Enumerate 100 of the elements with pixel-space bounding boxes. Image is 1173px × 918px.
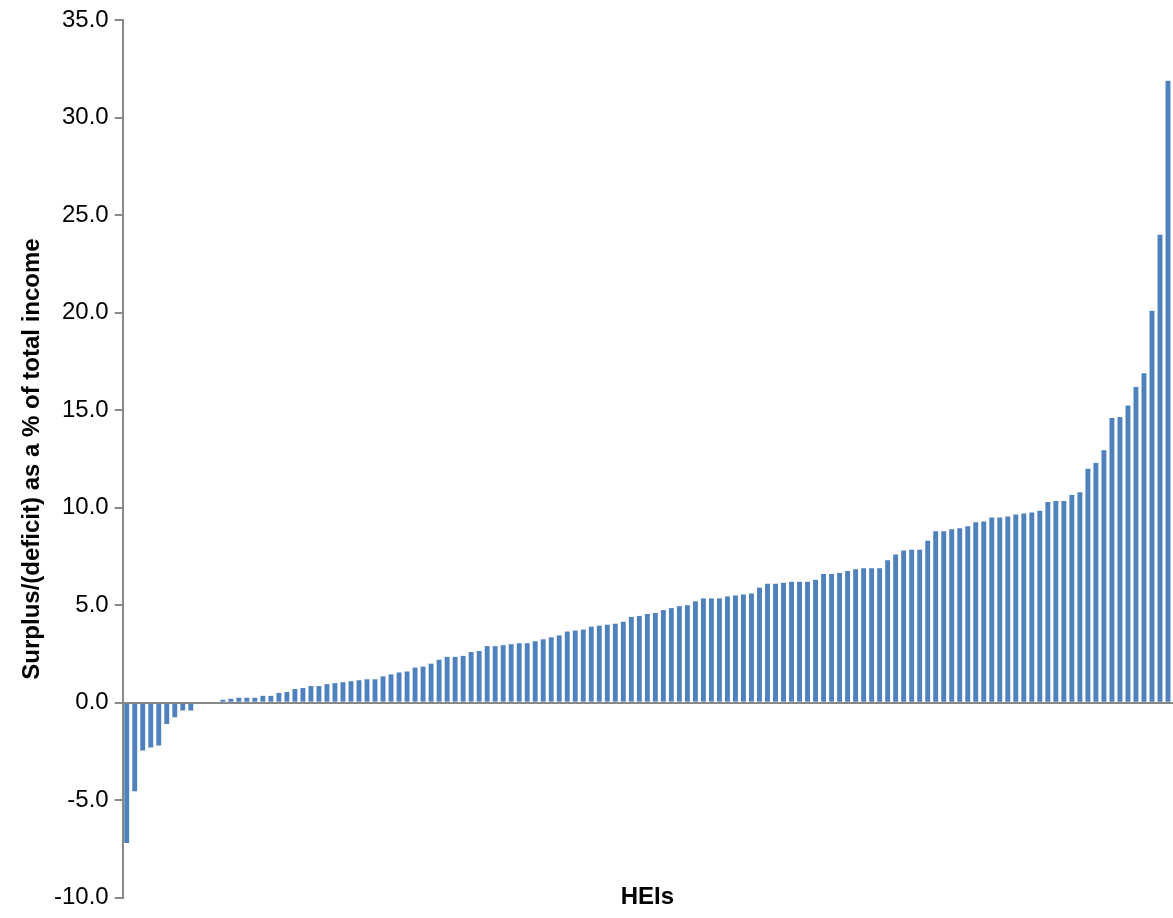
- bar: [492, 646, 498, 702]
- bar: [957, 528, 963, 702]
- bar: [805, 581, 810, 702]
- bar: [733, 595, 738, 702]
- bar: [124, 703, 130, 844]
- bar: [316, 686, 322, 702]
- bar: [757, 587, 762, 702]
- bar: [180, 703, 186, 711]
- bar: [476, 651, 482, 702]
- bar: [300, 688, 306, 702]
- bar: [1109, 418, 1115, 702]
- bar: [564, 631, 570, 702]
- bar: [412, 667, 418, 702]
- bar: [460, 655, 466, 702]
- bar: [612, 623, 618, 702]
- bar: [668, 608, 674, 702]
- bar: [188, 703, 194, 711]
- bar: [516, 643, 522, 702]
- bar: [572, 630, 578, 702]
- bar: [1045, 501, 1051, 702]
- bar: [981, 521, 987, 702]
- bar: [1093, 462, 1099, 702]
- bar: [628, 616, 634, 702]
- bar: [308, 686, 314, 702]
- bar: [140, 703, 146, 751]
- bar: [1029, 512, 1035, 702]
- y-tick-label: -10.0: [54, 882, 109, 910]
- bar: [684, 605, 690, 702]
- bar: [604, 624, 610, 702]
- y-tick-label: -5.0: [67, 784, 109, 812]
- bar: [660, 610, 666, 702]
- bar: [1085, 468, 1091, 702]
- bar: [877, 568, 883, 702]
- bar: [1117, 417, 1123, 702]
- bar: [700, 598, 706, 702]
- bar: [484, 646, 490, 702]
- y-tick-label: 30.0: [61, 102, 109, 130]
- bar: [444, 656, 450, 702]
- bar: [781, 582, 786, 702]
- bar: [1021, 513, 1027, 702]
- bar: [276, 692, 282, 702]
- bar: [749, 593, 754, 702]
- bar: [644, 613, 650, 702]
- bar: [596, 625, 602, 702]
- bar: [268, 695, 274, 702]
- bar: [853, 569, 859, 702]
- bar: [989, 517, 995, 702]
- bar: [452, 656, 458, 702]
- bar: [580, 629, 586, 702]
- bar: [692, 601, 698, 702]
- bar: [716, 598, 722, 702]
- bar: [244, 697, 250, 702]
- x-axis-title: HEIs: [620, 882, 675, 910]
- bar: [556, 635, 562, 702]
- bar: [885, 560, 891, 702]
- bar: [132, 703, 138, 792]
- bar: [228, 698, 234, 702]
- y-tick-label: 20.0: [61, 297, 109, 325]
- bar: [973, 522, 979, 702]
- bar: [532, 641, 538, 702]
- bar: [741, 594, 746, 702]
- bar: [428, 663, 434, 702]
- bar: [236, 697, 242, 702]
- bar: [468, 651, 474, 702]
- bar: [725, 596, 730, 702]
- y-axis-title: Surplus/(deficit) as a % of total income: [16, 238, 44, 680]
- bar: [1069, 495, 1075, 702]
- bar: [829, 574, 835, 702]
- bar: [869, 568, 875, 702]
- bar: [837, 573, 843, 702]
- bar: [548, 637, 554, 702]
- bar: [500, 645, 506, 702]
- bar: [997, 517, 1003, 702]
- y-tick-label: 0.0: [75, 687, 109, 715]
- bar: [797, 581, 802, 702]
- bar: [925, 540, 931, 702]
- bar: [933, 531, 939, 702]
- bar: [292, 689, 298, 702]
- y-tick-label: 5.0: [75, 589, 109, 617]
- bar: [260, 695, 266, 702]
- bar: [404, 671, 410, 702]
- bar: [708, 598, 714, 702]
- bar: [821, 574, 827, 702]
- bar: [1101, 450, 1107, 702]
- y-tick-label: 10.0: [61, 492, 109, 520]
- bar: [1061, 500, 1067, 702]
- bar: [508, 644, 514, 702]
- bar: [909, 549, 915, 702]
- bar: [540, 639, 546, 702]
- bar: [1005, 516, 1011, 702]
- bar: [524, 643, 530, 702]
- bar: [1037, 510, 1043, 702]
- bar: [949, 529, 955, 702]
- bar: [893, 554, 899, 702]
- bar: [436, 659, 442, 702]
- bar: [1053, 500, 1059, 702]
- bar: [676, 606, 682, 702]
- bar: [845, 571, 851, 702]
- bar: [636, 615, 642, 702]
- bar: [164, 703, 170, 725]
